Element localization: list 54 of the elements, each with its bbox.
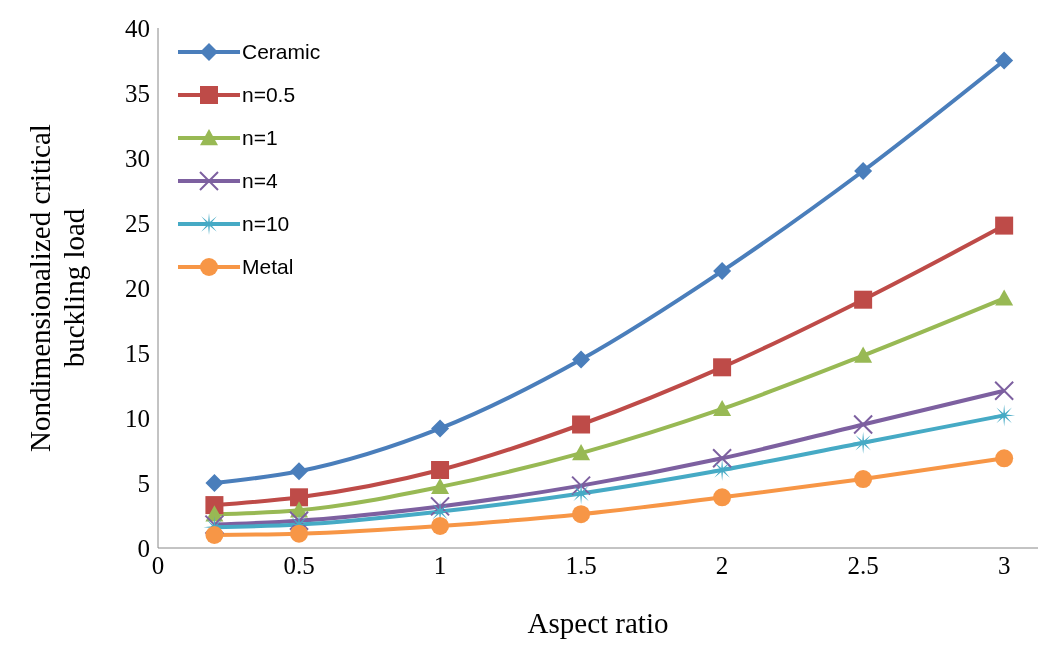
legend-label: n=10 [242,211,290,236]
point [572,350,591,369]
point [995,289,1014,306]
y-tick-label: 0 [137,534,150,562]
point [853,414,874,435]
x-tick-label: 0.5 [283,551,315,579]
y-tick-label: 30 [125,144,150,172]
point [854,290,873,309]
x-tick-label: 1 [433,551,447,579]
point [854,470,873,489]
x-axis-title: Aspect ratio [527,607,669,639]
point [854,346,873,363]
point [290,524,309,543]
legend-label: Metal [242,254,294,279]
point [995,51,1014,70]
point [290,488,309,507]
legend-label: Ceramic [242,39,321,64]
y-tick-label: 10 [125,404,150,432]
point [994,380,1015,401]
x-tick-label: 3 [997,551,1011,579]
point [431,461,450,479]
point [572,444,591,461]
point [571,475,592,496]
x-tick-label: 2 [715,551,729,579]
point [205,526,224,544]
y-tick-label: 15 [125,339,150,367]
y-tick-label: 25 [125,209,150,237]
y-tick-label: 20 [125,274,150,302]
point [572,415,591,434]
point [854,162,873,180]
x-tick-label: 2.5 [847,551,879,579]
point [205,474,224,492]
point [572,505,591,524]
point [431,477,450,495]
legend-label: n=1 [242,125,278,150]
x-tick-label: 1.5 [565,551,597,579]
point [712,448,733,469]
point [713,358,732,377]
point [290,462,309,481]
point [713,262,732,281]
point [431,419,450,438]
y-tick-label: 35 [125,79,150,107]
point [713,399,732,417]
point [713,488,732,507]
point [430,496,451,517]
point [289,510,310,531]
point [995,216,1014,235]
y-tick-label: 40 [125,14,150,42]
legend-label: n=4 [242,168,278,193]
legend-label: n=0.5 [242,82,296,107]
point [431,516,450,535]
y-axis-title: Nondimensionalized critical buckling load [24,124,90,452]
y-tick-label: 5 [137,469,150,497]
point [995,449,1014,468]
